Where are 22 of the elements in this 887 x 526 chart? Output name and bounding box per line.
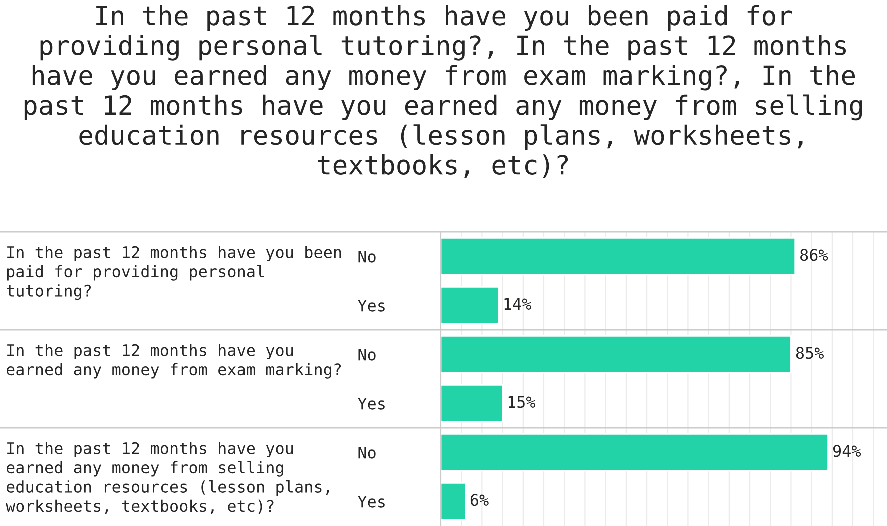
y-tick-label: No <box>358 348 376 361</box>
data-label: 85% <box>796 347 824 360</box>
y-tick-label: No <box>358 446 376 459</box>
bar <box>441 482 466 521</box>
bar <box>441 433 830 472</box>
bar <box>441 384 504 423</box>
data-label: 6% <box>470 494 489 506</box>
y-tick-label: No <box>358 250 376 263</box>
data-label: 15% <box>508 396 536 408</box>
data-label: 94% <box>833 445 862 458</box>
bar <box>441 237 796 276</box>
data-label: 14% <box>504 298 532 310</box>
text: In the past 12 months have you earned any money from exam marking? <box>6 344 342 379</box>
y-tick-label: Yes <box>358 300 385 312</box>
bar <box>441 286 500 325</box>
bar <box>441 335 792 374</box>
y-tick-label: Yes <box>358 398 385 410</box>
data-label: 86% <box>800 249 828 262</box>
text: In the past 12 months have you been paid for providing personal tutoring? <box>7 246 342 300</box>
y-tick-label: Yes <box>358 496 385 508</box>
chart-title: In the past 12 months have you been paid for providing personal tutoring?, In the past 12 months have you earned any money from exam marking?, In the past 12 months have you earned any money from selling education resources (lesson plans, worksheets, textbooks, etc)? <box>24 5 862 178</box>
text: In the past 12 months have you earned any money from selling education resources (lesson plans, worksheets, textbooks, etc)? <box>6 442 330 514</box>
